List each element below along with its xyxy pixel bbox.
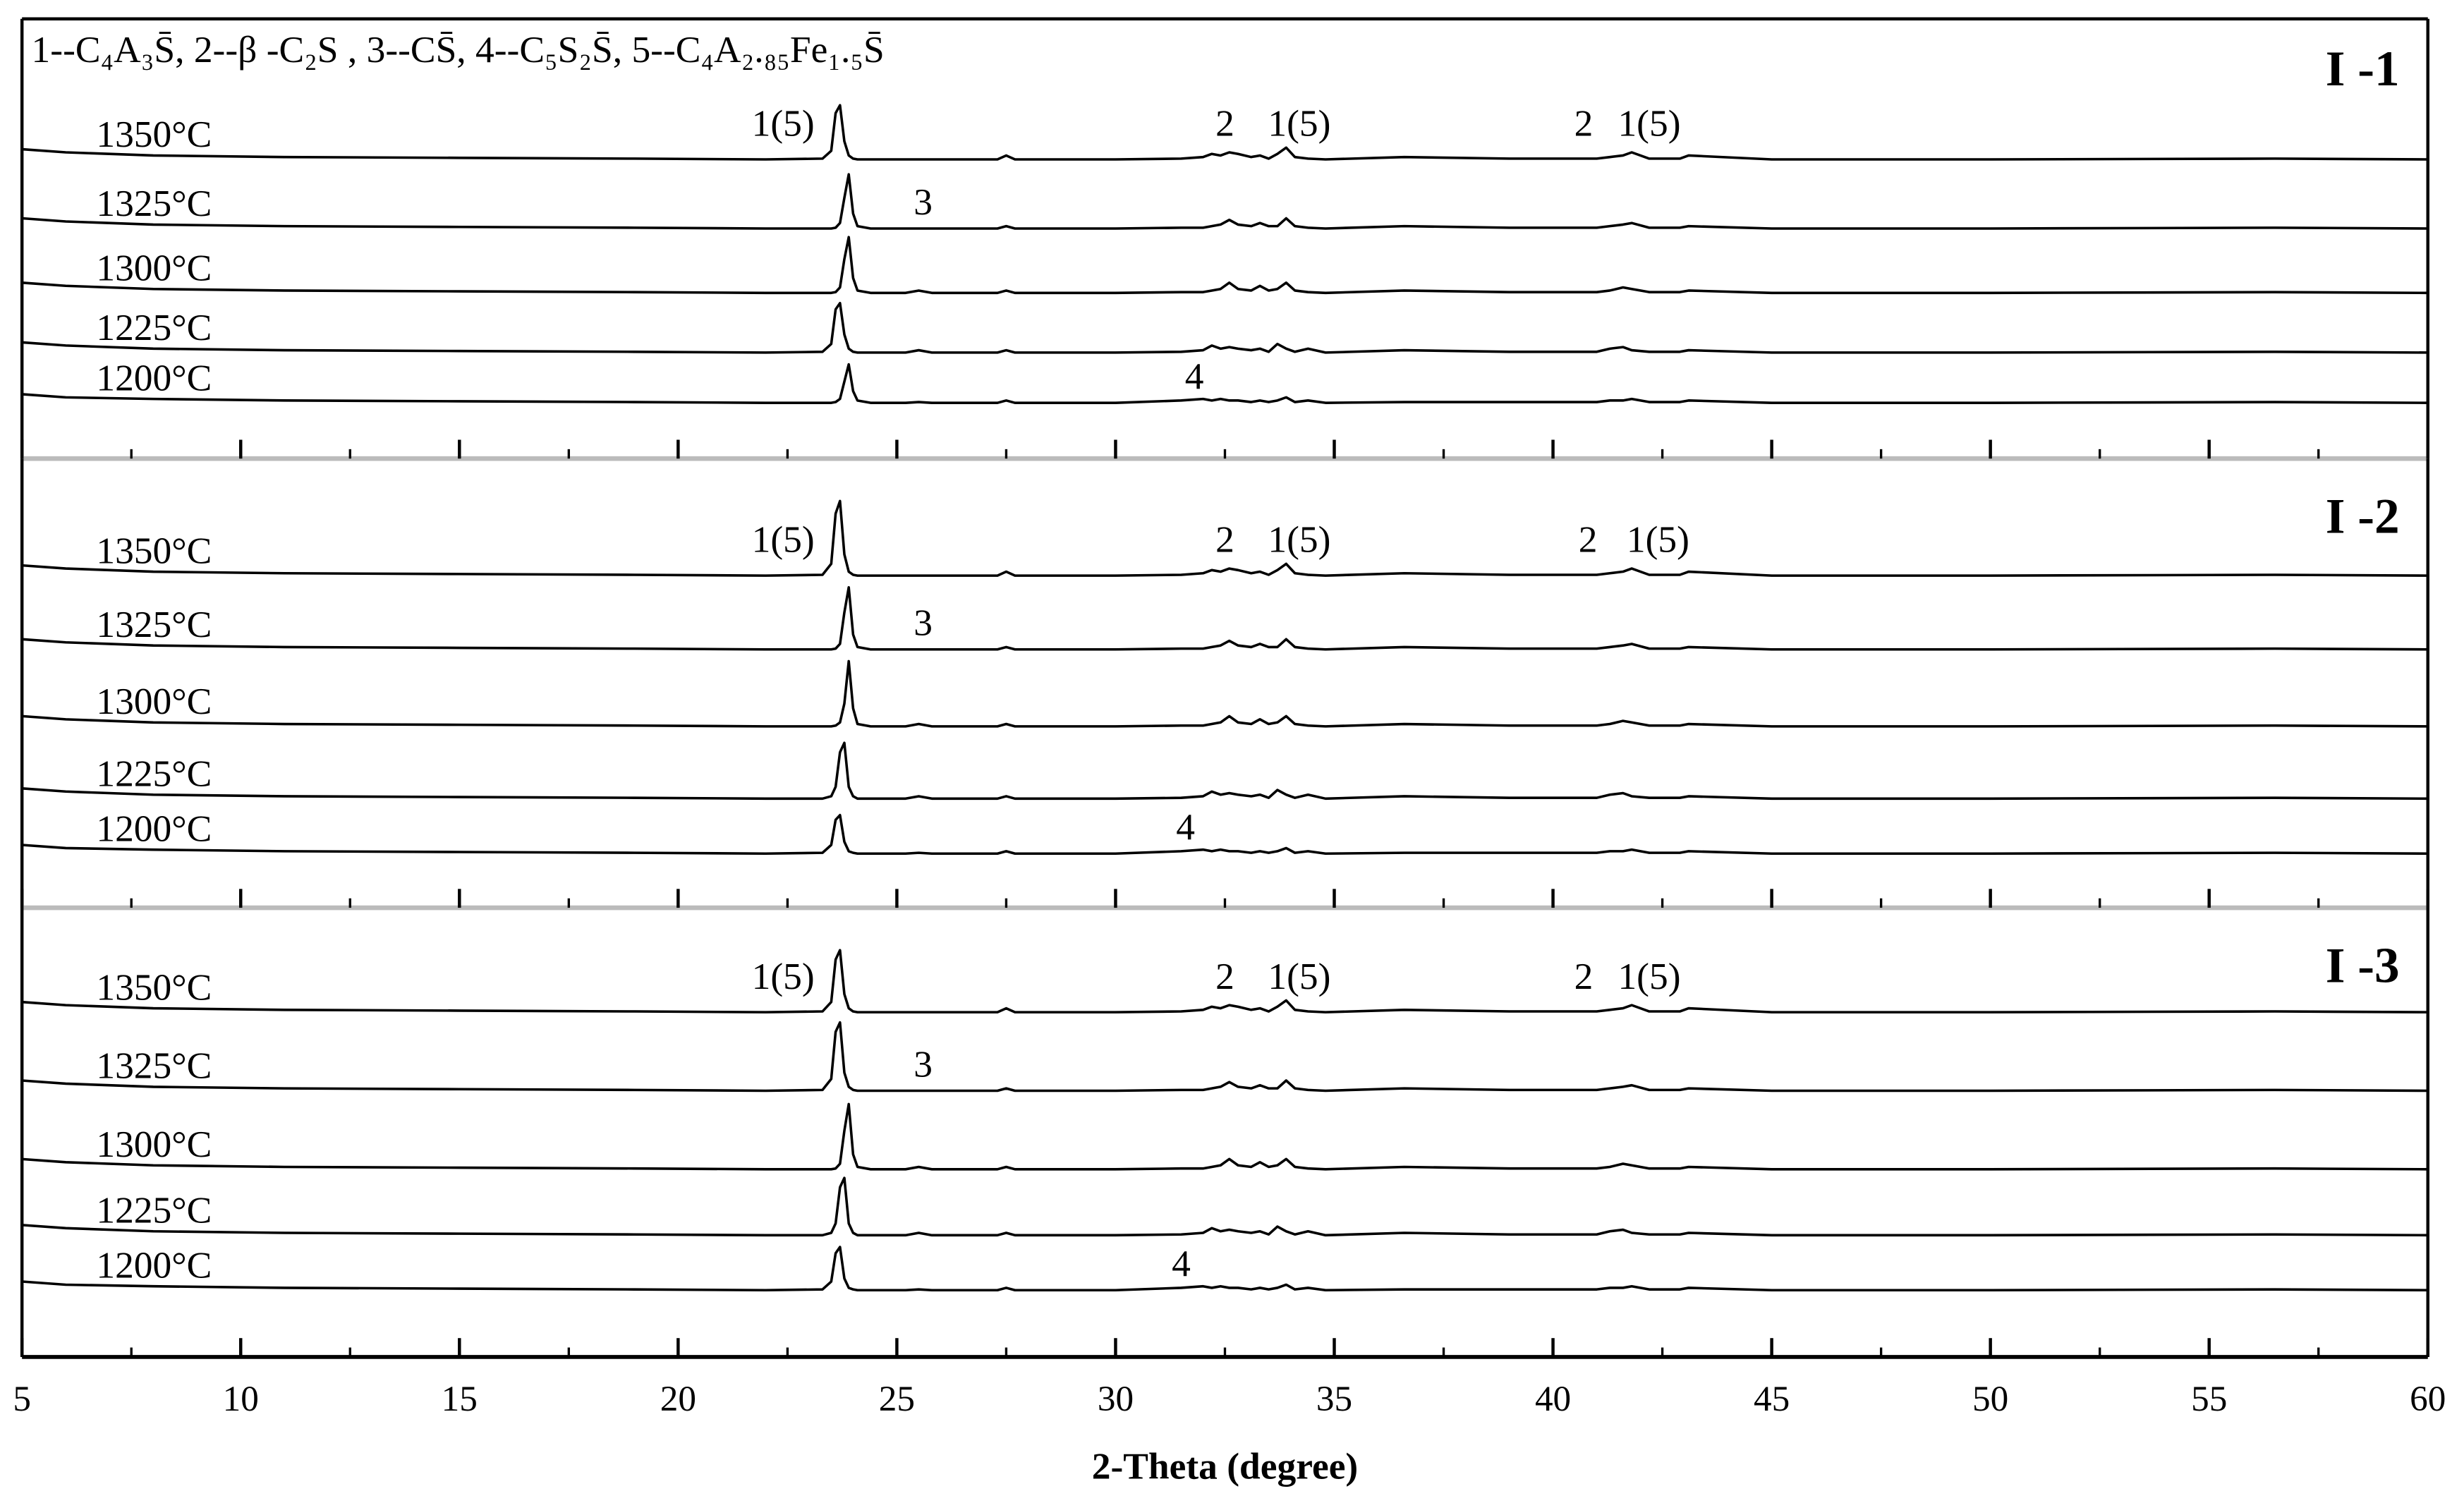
x-axis-label: 2-Theta (degree) xyxy=(1092,1445,1358,1487)
xrd-trace xyxy=(22,949,2428,1014)
series-label: 1300°C xyxy=(96,247,212,289)
legend-text: 1--C₄A₃S̄, 2--β -C₂S , 3--CS̄, 4--C₅S₂S̄… xyxy=(32,28,885,71)
xrd-trace xyxy=(22,104,2428,161)
series-label: 1350°C xyxy=(96,529,212,571)
peak-annotation: 1(5) xyxy=(1618,102,1680,145)
series-label: 1225°C xyxy=(96,1189,212,1231)
series-label: 1225°C xyxy=(96,753,212,795)
peak-annotation: 1(5) xyxy=(752,102,815,145)
peak-annotation: 4 xyxy=(1172,1242,1191,1284)
peak-annotation: 3 xyxy=(914,1042,933,1085)
series-label: 1325°C xyxy=(96,603,212,645)
peak-annotation: 3 xyxy=(914,602,933,644)
peak-annotation: 1(5) xyxy=(752,955,815,997)
xrd-trace xyxy=(22,499,2428,577)
series-label: 1325°C xyxy=(96,182,212,224)
xrd-trace xyxy=(22,1102,2428,1171)
x-tick-label: 45 xyxy=(1754,1379,1790,1419)
x-tick-label: 10 xyxy=(223,1379,259,1419)
x-tick-label: 20 xyxy=(660,1379,696,1419)
series-label: 1350°C xyxy=(96,966,212,1008)
peak-annotation: 1(5) xyxy=(1268,955,1330,997)
xrd-trace xyxy=(22,301,2428,354)
peak-annotation: 2 xyxy=(1579,518,1598,561)
peak-annotation: 4 xyxy=(1176,805,1195,848)
x-tick-label: 55 xyxy=(2191,1379,2227,1419)
xrd-trace xyxy=(22,586,2428,651)
peak-annotation: 1(5) xyxy=(1618,955,1680,997)
xrd-trace xyxy=(22,173,2428,230)
xrd-trace xyxy=(22,1176,2428,1237)
x-tick-label: 5 xyxy=(13,1379,31,1419)
x-tick-label: 25 xyxy=(879,1379,915,1419)
peak-annotation: 4 xyxy=(1185,355,1204,397)
xrd-trace xyxy=(22,659,2428,728)
xrd-trace xyxy=(22,1246,2428,1292)
panel-title: I -3 xyxy=(2326,938,2400,994)
peak-annotation: 2 xyxy=(1215,102,1234,145)
x-tick-label: 60 xyxy=(2410,1379,2446,1419)
xrd-trace xyxy=(22,741,2428,801)
peak-annotation: 2 xyxy=(1574,955,1594,997)
peak-annotation: 1(5) xyxy=(752,518,815,561)
x-tick-label: 15 xyxy=(442,1379,478,1419)
peak-annotation: 3 xyxy=(914,181,933,223)
xrd-trace xyxy=(22,813,2428,856)
xrd-trace xyxy=(22,236,2428,295)
x-tick-label: 50 xyxy=(1972,1379,2008,1419)
panel-title: I -1 xyxy=(2326,41,2400,97)
peak-annotation: 1(5) xyxy=(1268,102,1330,145)
panel-title: I -2 xyxy=(2326,489,2400,544)
series-label: 1200°C xyxy=(96,1243,212,1286)
series-label: 1325°C xyxy=(96,1045,212,1087)
x-tick-label: 30 xyxy=(1098,1379,1134,1419)
peak-annotation: 1(5) xyxy=(1268,518,1330,561)
series-label: 1300°C xyxy=(96,1123,212,1165)
xrd-trace xyxy=(22,363,2428,404)
peak-annotation: 1(5) xyxy=(1627,518,1689,561)
peak-annotation: 2 xyxy=(1215,955,1234,997)
xrd-trace xyxy=(22,1021,2428,1093)
peak-annotation: 2 xyxy=(1574,102,1594,145)
series-label: 1300°C xyxy=(96,680,212,722)
series-label: 1200°C xyxy=(96,356,212,398)
peak-annotation: 2 xyxy=(1215,518,1234,561)
series-label: 1200°C xyxy=(96,807,212,849)
x-tick-label: 40 xyxy=(1535,1379,1571,1419)
series-label: 1225°C xyxy=(96,306,212,348)
x-tick-label: 35 xyxy=(1316,1379,1352,1419)
series-label: 1350°C xyxy=(96,113,212,155)
